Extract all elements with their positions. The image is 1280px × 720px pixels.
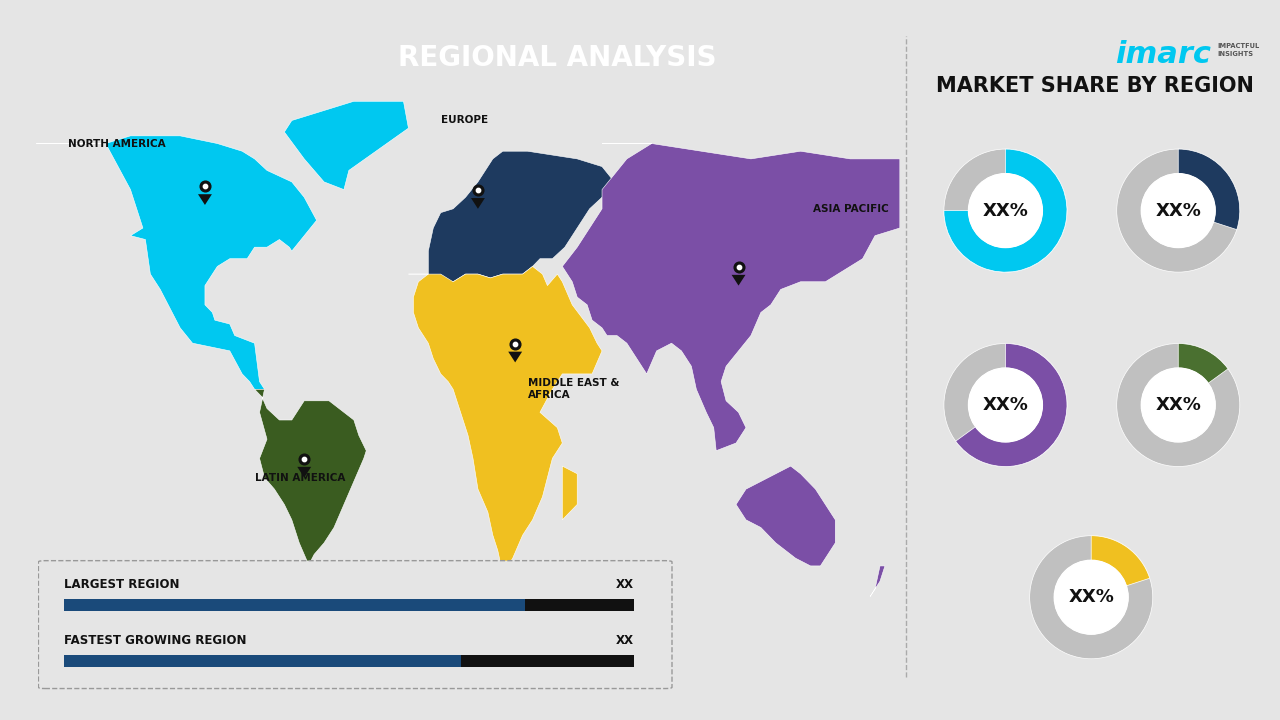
Text: XX: XX bbox=[616, 578, 634, 591]
Polygon shape bbox=[736, 466, 836, 566]
FancyBboxPatch shape bbox=[38, 561, 672, 688]
Text: REGIONAL ANALYSIS: REGIONAL ANALYSIS bbox=[398, 44, 716, 71]
Circle shape bbox=[1142, 174, 1215, 248]
Text: XX%: XX% bbox=[983, 396, 1028, 414]
FancyBboxPatch shape bbox=[64, 599, 525, 611]
Circle shape bbox=[1142, 368, 1215, 442]
Wedge shape bbox=[943, 149, 1068, 272]
Wedge shape bbox=[956, 343, 1068, 467]
Text: FASTEST GROWING REGION: FASTEST GROWING REGION bbox=[64, 634, 247, 647]
Polygon shape bbox=[198, 194, 212, 205]
Circle shape bbox=[969, 368, 1042, 442]
Text: XX: XX bbox=[616, 634, 634, 647]
Polygon shape bbox=[255, 390, 366, 635]
Polygon shape bbox=[732, 275, 745, 286]
Text: IMPACTFUL
INSIGHTS: IMPACTFUL INSIGHTS bbox=[1217, 42, 1260, 57]
Polygon shape bbox=[408, 266, 602, 574]
Polygon shape bbox=[36, 136, 316, 390]
Text: XX%: XX% bbox=[1156, 202, 1201, 220]
Text: XX%: XX% bbox=[1156, 396, 1201, 414]
Polygon shape bbox=[508, 351, 522, 362]
Wedge shape bbox=[1091, 536, 1149, 586]
Circle shape bbox=[1055, 560, 1128, 634]
Text: LARGEST REGION: LARGEST REGION bbox=[64, 578, 179, 591]
Wedge shape bbox=[1179, 149, 1240, 230]
Polygon shape bbox=[870, 566, 884, 597]
Wedge shape bbox=[1029, 536, 1153, 659]
Wedge shape bbox=[1116, 343, 1240, 467]
Polygon shape bbox=[471, 198, 485, 209]
FancyBboxPatch shape bbox=[461, 655, 634, 667]
Circle shape bbox=[969, 174, 1042, 248]
Wedge shape bbox=[1179, 343, 1228, 383]
Text: MIDDLE EAST &
AFRICA: MIDDLE EAST & AFRICA bbox=[527, 378, 620, 400]
Text: XX%: XX% bbox=[983, 202, 1028, 220]
Text: XX%: XX% bbox=[1069, 588, 1114, 606]
Wedge shape bbox=[1116, 149, 1240, 272]
Polygon shape bbox=[562, 466, 577, 520]
Text: ASIA PACIFIC: ASIA PACIFIC bbox=[813, 204, 888, 214]
Text: MARKET SHARE BY REGION: MARKET SHARE BY REGION bbox=[936, 76, 1254, 96]
Wedge shape bbox=[943, 149, 1068, 272]
Text: LATIN AMERICA: LATIN AMERICA bbox=[255, 472, 344, 482]
Polygon shape bbox=[297, 467, 311, 477]
Wedge shape bbox=[943, 343, 1068, 467]
Polygon shape bbox=[284, 102, 408, 189]
FancyBboxPatch shape bbox=[64, 655, 461, 667]
Polygon shape bbox=[562, 143, 900, 451]
Text: imarc: imarc bbox=[1115, 40, 1211, 69]
Text: EUROPE: EUROPE bbox=[440, 115, 488, 125]
FancyBboxPatch shape bbox=[525, 599, 634, 611]
Text: NORTH AMERICA: NORTH AMERICA bbox=[68, 138, 166, 148]
Polygon shape bbox=[429, 151, 614, 282]
